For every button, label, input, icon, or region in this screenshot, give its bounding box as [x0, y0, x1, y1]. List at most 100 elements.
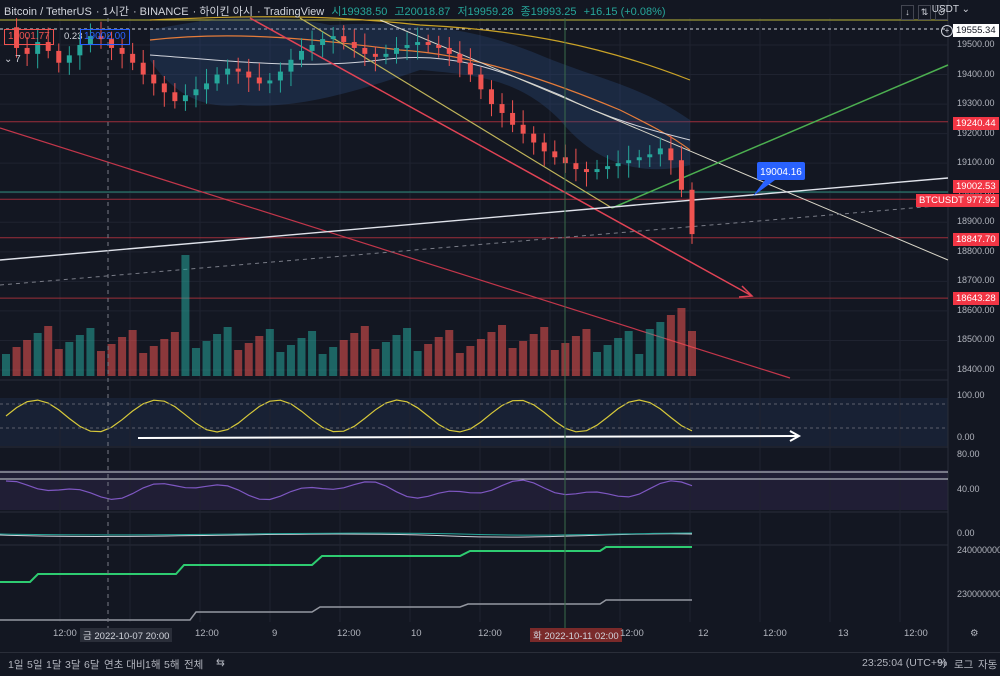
- pair-name[interactable]: Bitcoin / TetherUS: [4, 6, 92, 18]
- moving-average-yellow: [149, 16, 691, 81]
- timeframe-button[interactable]: 1해: [145, 659, 161, 671]
- volume-bar: [508, 348, 517, 376]
- candle: [689, 189, 695, 235]
- exchange: BINANCE: [139, 6, 189, 18]
- indicator-tick: 40.00: [957, 484, 980, 494]
- volume-bar: [86, 328, 95, 376]
- arrow-down-icon[interactable]: ↓: [901, 5, 914, 20]
- candle: [140, 62, 146, 75]
- candle: [182, 95, 188, 102]
- volume-bar: [2, 354, 10, 376]
- time-tick: 금 2022-10-07 20:00: [80, 628, 173, 642]
- price-tick: 19300.00: [957, 98, 995, 109]
- arrow-head-icon: [738, 285, 754, 298]
- price-tag: 18847.70: [953, 233, 999, 246]
- volume-bar: [656, 322, 665, 376]
- bottom-toolbar: 1일 5일 1달 3달 6달 연초 대비 1해 5해 전체 ⇆ 23:25:04 (UTC+9)…: [0, 652, 1000, 676]
- candle: [320, 39, 326, 45]
- volume-bar: [149, 346, 158, 376]
- auto-toggle[interactable]: 자동: [978, 659, 998, 671]
- volume-bar: [455, 353, 464, 376]
- candle: [383, 53, 389, 57]
- price-tick: 19400.00: [957, 68, 995, 79]
- currency-label[interactable]: USDT ⌄: [931, 4, 970, 15]
- volume-bar: [392, 335, 401, 376]
- candle: [404, 45, 410, 48]
- callout-value: 19004.16: [760, 167, 802, 178]
- candle: [425, 42, 431, 45]
- volume-bar: [434, 337, 443, 376]
- indicator-count: 7: [15, 54, 21, 65]
- candle: [246, 71, 252, 78]
- time-tick: 12: [698, 628, 709, 639]
- date-range-icon[interactable]: ⇆: [216, 657, 225, 669]
- timeframe-button[interactable]: 6달: [84, 659, 100, 671]
- volume-bar: [677, 308, 686, 376]
- volume-bar: [139, 353, 148, 376]
- candle: [499, 104, 505, 113]
- candle: [45, 42, 51, 51]
- volume-bar: [424, 344, 433, 376]
- volume-bar: [96, 351, 105, 376]
- candle: [204, 83, 210, 90]
- buy-price-box[interactable]: 19002.00: [80, 29, 130, 45]
- top-buttons: ↓ ⇅ ⊙: [901, 5, 948, 20]
- time-tick: 화 2022-10-11 02:00: [530, 628, 622, 642]
- gear-icon[interactable]: ⚙: [970, 628, 979, 639]
- swap-icon[interactable]: ⇅: [918, 5, 931, 20]
- candle: [678, 160, 684, 190]
- price-tag: 19240.44: [953, 117, 999, 130]
- timeframe-button[interactable]: 전체: [184, 659, 204, 671]
- low-value: 저19959.28: [457, 6, 514, 18]
- candle: [478, 74, 484, 90]
- osc2-band: [0, 470, 948, 510]
- indicator-toggle[interactable]: ⌄ 7: [4, 54, 21, 65]
- time-tick: 12:00: [337, 628, 361, 639]
- percent-toggle[interactable]: %: [938, 657, 948, 669]
- price-tick: 19500.00: [957, 39, 995, 49]
- volume-bar: [445, 330, 454, 376]
- volume-bar: [191, 348, 200, 376]
- timeframe-button[interactable]: 연초 대비: [104, 659, 146, 671]
- indicator-tick: 230000000.00: [957, 589, 1000, 599]
- high-value: 고20018.87: [394, 6, 451, 18]
- candle: [330, 36, 336, 40]
- time-tick: 10: [411, 628, 422, 639]
- log-toggle[interactable]: 로그: [954, 659, 974, 671]
- time-tick: 12:00: [904, 628, 928, 639]
- clock[interactable]: 23:25:04 (UTC+9): [862, 657, 947, 669]
- timeframe-button[interactable]: 5해: [164, 659, 180, 671]
- chart-canvas[interactable]: 19004.16: [0, 0, 1000, 652]
- candle: [615, 163, 621, 167]
- symbol-tag: BTCUSDT: [916, 194, 967, 207]
- volume-bar: [403, 328, 412, 376]
- candle: [14, 27, 20, 48]
- candle: [267, 80, 273, 84]
- volume-bar: [276, 352, 285, 376]
- settings-icon[interactable]: ⊙: [935, 5, 948, 20]
- timeframe-button[interactable]: 1달: [46, 659, 62, 671]
- timeframe-button[interactable]: 1일: [8, 659, 24, 671]
- time-tick: 13: [838, 628, 849, 639]
- candle: [98, 36, 104, 40]
- volume-bar: [476, 339, 485, 376]
- volume-bar: [635, 354, 644, 376]
- sell-price-box[interactable]: 19001.77: [4, 29, 54, 45]
- candle: [277, 71, 283, 81]
- timeframe-button[interactable]: 3달: [65, 659, 81, 671]
- time-tick: 12:00: [763, 628, 787, 639]
- candle: [583, 169, 589, 173]
- timeframe-button[interactable]: 5일: [27, 659, 43, 671]
- volume-bar: [593, 352, 602, 376]
- time-tick: 12:00: [53, 628, 77, 639]
- plus-icon[interactable]: +: [941, 25, 953, 37]
- volume-bar: [614, 338, 623, 376]
- volume-bar: [498, 325, 507, 376]
- interval[interactable]: 1시간: [102, 6, 129, 18]
- moving-average-white: [149, 54, 691, 141]
- candle: [288, 59, 294, 72]
- volume-bar: [371, 349, 380, 376]
- volume-bar: [666, 315, 675, 376]
- candle: [668, 148, 674, 161]
- candle: [35, 42, 41, 54]
